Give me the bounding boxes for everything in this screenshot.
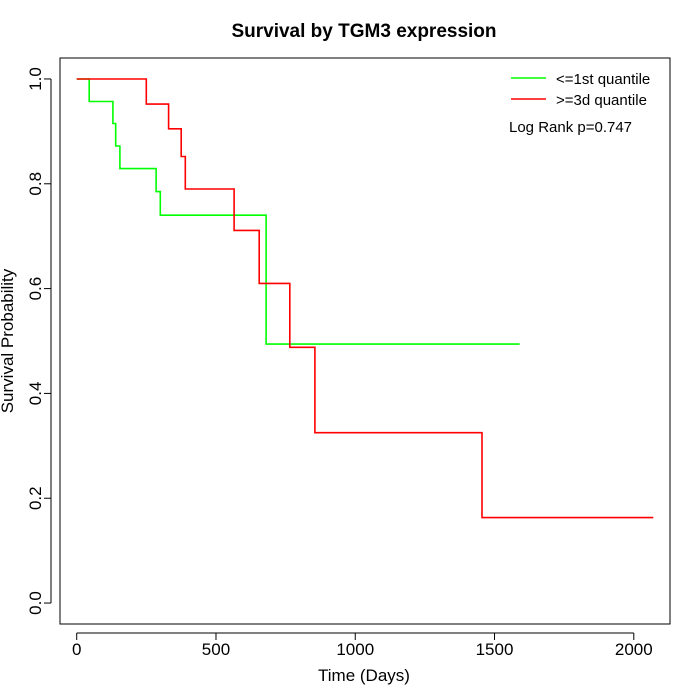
x-axis: 0 500 1000 1500 2000 xyxy=(72,632,653,659)
chart-title: Survival by TGM3 expression xyxy=(231,21,496,42)
y-tick-label: 0.4 xyxy=(26,382,45,406)
legend-label-series-2: >=3d quantile xyxy=(556,92,647,109)
x-axis-label: Time (Days) xyxy=(318,666,410,685)
x-tick-label: 1500 xyxy=(476,640,514,659)
y-tick-label: 0.6 xyxy=(26,277,45,301)
x-tick-label: 2000 xyxy=(615,640,653,659)
y-axis-label: Survival Probability xyxy=(0,268,17,413)
y-tick-label: 0.2 xyxy=(26,486,45,510)
y-tick-label: 0.0 xyxy=(26,591,45,615)
survival-curve-series-2 xyxy=(76,78,654,519)
series-lines xyxy=(76,78,654,519)
legend: <=1st quantile >=3d quantile xyxy=(511,71,650,109)
y-tick-label: 1.0 xyxy=(26,67,45,91)
legend-label-series-1: <=1st quantile xyxy=(556,71,650,88)
y-tick-label: 0.8 xyxy=(26,172,45,196)
x-tick-label: 500 xyxy=(202,640,230,659)
x-tick-label: 1000 xyxy=(336,640,374,659)
survival-curve-series-1 xyxy=(76,78,520,345)
plot-frame xyxy=(59,57,671,625)
y-axis: 0.0 0.2 0.4 0.6 0.8 1.0 xyxy=(26,67,52,615)
x-tick-label: 0 xyxy=(72,640,81,659)
log-rank-annotation: Log Rank p=0.747 xyxy=(509,119,632,136)
